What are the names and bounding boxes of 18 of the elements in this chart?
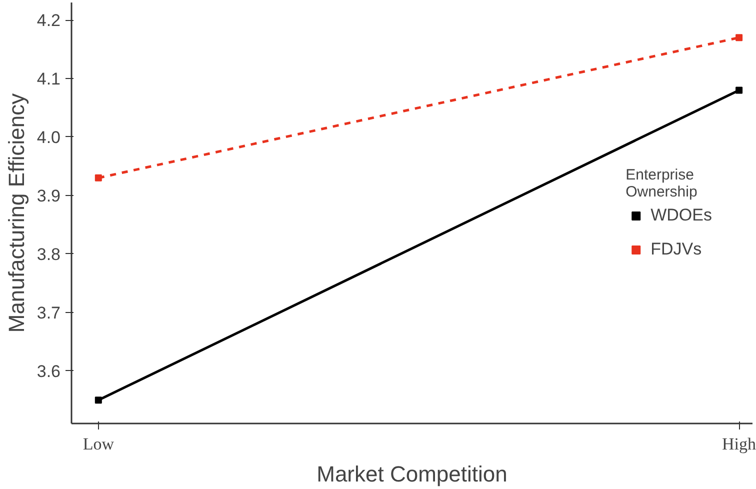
y-tick-label: 3.8 — [36, 244, 61, 264]
y-tick-label: 3.7 — [36, 303, 61, 322]
point — [94, 396, 102, 404]
y-tick-label: 3.6 — [36, 362, 61, 381]
y-tick-label: 3.9 — [36, 186, 61, 206]
legend-title: Enterprise Ownership — [626, 166, 698, 200]
y-tick-label: 4.1 — [36, 70, 61, 89]
x-axis-title: Market Competition — [316, 462, 508, 486]
point — [736, 34, 743, 42]
legend-label: FDJVs — [650, 239, 702, 259]
point — [736, 86, 743, 94]
y-tick-label: 4.0 — [36, 128, 61, 147]
point — [94, 174, 102, 182]
x-tick-label: Low — [82, 434, 115, 454]
legend-label: WDOEs — [650, 205, 712, 225]
y-axis-title: Manufacturing Efficiency — [4, 93, 29, 333]
x-tick-label: High — [722, 434, 756, 454]
y-tick-label: 4.2 — [36, 11, 61, 30]
